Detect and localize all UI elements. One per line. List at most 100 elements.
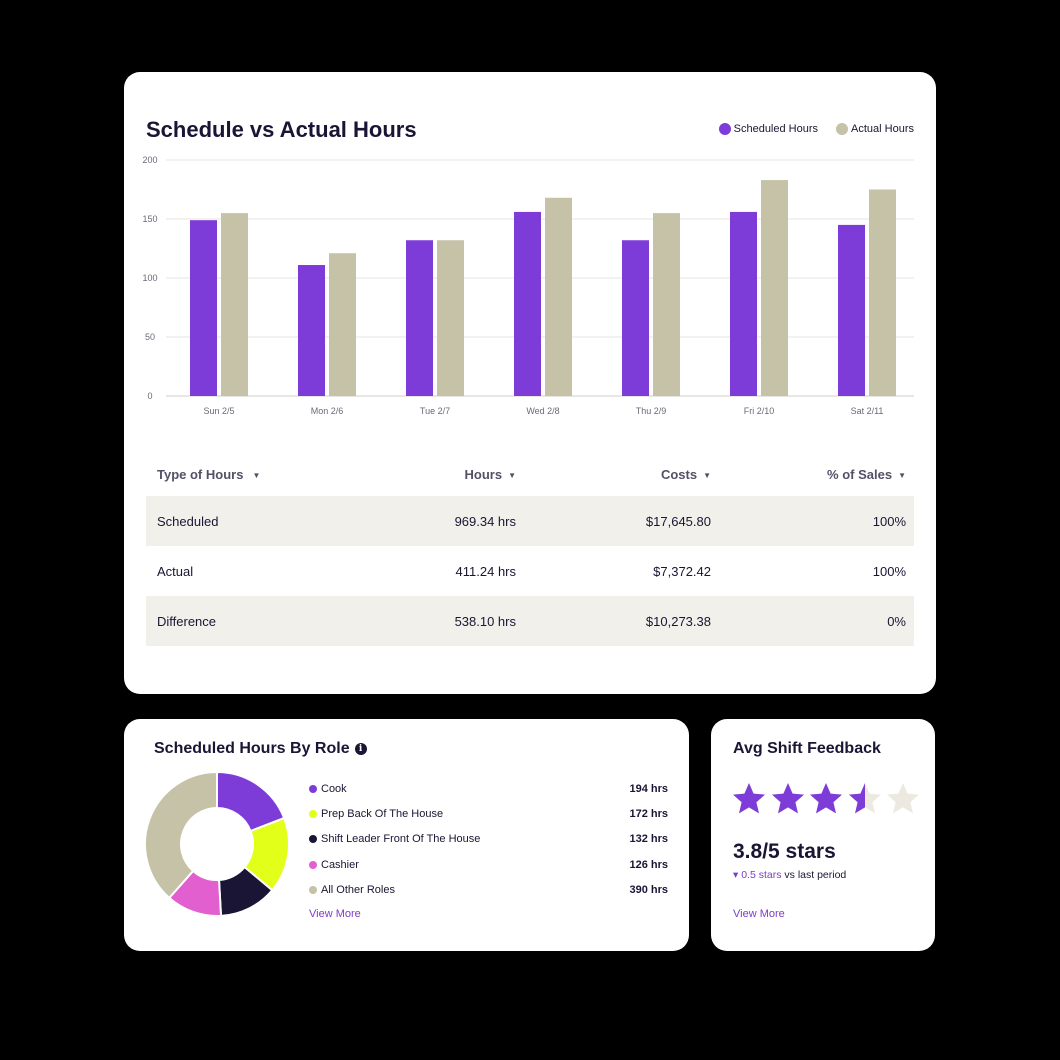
x-tick-label: Wed 2/8 <box>526 406 559 416</box>
list-item: Prep Back Of The House 172 hrs <box>309 801 668 826</box>
role-label: Cook <box>321 782 347 795</box>
table-row: Actual 411.24 hrs $7,372.42 100% <box>146 546 914 596</box>
legend-item-actual[interactable]: Actual Hours <box>836 123 914 135</box>
cell-type: Actual <box>157 563 194 579</box>
x-tick-label: Sat 2/11 <box>851 406 884 416</box>
role-label: Shift Leader Front Of The House <box>321 833 481 846</box>
bar-actual <box>437 240 464 396</box>
legend-label-scheduled: Scheduled Hours <box>733 123 819 135</box>
bar-scheduled <box>190 220 217 396</box>
info-icon[interactable]: i <box>354 743 367 755</box>
hours-table: Type of Hours ▼ Hours ▼ Costs ▼ % of Sales ▼… <box>146 452 914 646</box>
legend-label-actual: Actual Hours <box>851 123 914 135</box>
star-icon <box>887 783 919 814</box>
role-card-title-text: Scheduled Hours By Role <box>154 740 350 757</box>
cell-costs: $10,273.38 <box>645 613 711 629</box>
y-tick-label: 150 <box>142 214 157 224</box>
rating-delta: ▾ 0.5 stars vs last period <box>733 869 846 881</box>
star-fill <box>848 783 865 814</box>
x-tick-label: Thu 2/9 <box>636 406 667 416</box>
cell-type: Difference <box>157 613 217 629</box>
role-hours: 172 hrs <box>629 807 668 820</box>
role-hours: 390 hrs <box>629 883 668 896</box>
role-label: All Other Roles <box>321 883 395 896</box>
cell-costs: $17,645.80 <box>645 513 711 529</box>
legend-item-scheduled[interactable]: Scheduled Hours <box>718 123 819 135</box>
bar-actual <box>221 213 248 396</box>
bar-scheduled <box>514 211 541 396</box>
star-fill <box>810 783 842 814</box>
legend-dot-actual <box>836 123 849 135</box>
column-header-sales-label: % of Sales <box>827 466 893 482</box>
role-label: Cashier <box>321 858 359 871</box>
star-icon <box>771 783 804 814</box>
bar-actual <box>869 189 896 396</box>
bar-actual <box>329 253 356 396</box>
list-item: Shift Leader Front Of The House 132 hrs <box>309 827 668 852</box>
caret-down-icon: ▼ <box>898 470 906 480</box>
column-header-hours-label: Hours <box>464 466 503 482</box>
role-color-dot <box>309 885 317 894</box>
bar-scheduled <box>622 240 649 396</box>
column-header-type-label: Type of Hours <box>157 466 244 482</box>
x-tick-label: Mon 2/6 <box>311 406 344 416</box>
bar-scheduled <box>730 211 757 396</box>
column-header-costs[interactable]: Costs ▼ <box>516 467 711 482</box>
x-tick-label: Tue 2/7 <box>420 406 450 416</box>
hours-by-role-card: Scheduled Hours By Role i Cook 194 hrs P… <box>124 719 689 951</box>
column-header-hours[interactable]: Hours ▼ <box>376 467 516 482</box>
table-header: Type of Hours ▼ Hours ▼ Costs ▼ % of Sales ▼ <box>146 452 914 496</box>
role-hours: 194 hrs <box>629 782 668 795</box>
bar-scheduled <box>406 240 433 396</box>
cell-costs: $7,372.42 <box>653 563 711 579</box>
donut-slice <box>144 770 218 900</box>
list-item: Cook 194 hrs <box>309 776 668 801</box>
caret-down-icon: ▼ <box>508 470 516 480</box>
caret-down-icon: ▼ <box>703 470 711 480</box>
shift-feedback-card: Avg Shift Feedback 3.8/5 stars ▾ 0.5 sta… <box>711 719 935 951</box>
cell-sales: 100% <box>872 513 906 529</box>
chart-legend: Scheduled Hours Actual Hours <box>701 123 914 135</box>
role-view-more-link[interactable]: View More <box>309 908 361 920</box>
legend-dot-scheduled <box>718 123 731 135</box>
role-color-dot <box>309 784 317 793</box>
role-label: Prep Back Of The House <box>321 807 444 820</box>
column-header-costs-label: Costs <box>660 466 698 482</box>
cell-hours: 538.10 hrs <box>454 613 516 629</box>
column-header-type[interactable]: Type of Hours ▼ <box>146 467 376 482</box>
bar-actual <box>545 197 572 396</box>
schedule-vs-actual-card: 0 50 100 150 200 Sun 2/5 Mon 2/6 Tue 2/7 Wed 2/8… <box>124 72 936 694</box>
star-icon <box>848 783 881 814</box>
role-hours: 132 hrs <box>629 833 668 846</box>
star-fill <box>733 783 765 814</box>
list-item: All Other Roles 390 hrs <box>309 877 668 902</box>
delta-suffix: vs last period <box>784 869 847 881</box>
bar-scheduled <box>838 224 865 396</box>
cell-hours: 411.24 hrs <box>455 563 516 579</box>
cell-sales: 100% <box>872 563 906 579</box>
role-color-dot <box>309 835 317 844</box>
bar-scheduled <box>298 265 325 396</box>
feedback-card-title: Avg Shift Feedback <box>733 740 881 757</box>
star-empty <box>887 783 919 814</box>
column-header-sales[interactable]: % of Sales ▼ <box>711 467 906 482</box>
bar-actual <box>653 213 680 396</box>
star-icon <box>733 783 765 814</box>
feedback-view-more-link[interactable]: View More <box>733 908 785 920</box>
star-fill <box>771 783 804 814</box>
x-tick-label: Fri 2/10 <box>744 406 775 416</box>
x-tick-label: Sun 2/5 <box>203 406 234 416</box>
y-tick-label: 100 <box>142 273 157 283</box>
table-row: Scheduled 969.34 hrs $17,645.80 100% <box>146 496 914 546</box>
chart-title: Schedule vs Actual Hours <box>146 117 417 142</box>
role-card-title: Scheduled Hours By Role i <box>154 740 367 758</box>
rating-score: 3.8/5 stars <box>733 840 836 863</box>
role-color-dot <box>309 809 317 818</box>
role-list: Cook 194 hrs Prep Back Of The House 172 … <box>309 776 668 902</box>
bar-actual <box>761 180 788 396</box>
star-rating <box>731 781 924 815</box>
caret-down-icon: ▼ <box>252 470 261 480</box>
delta-down-icon: ▾ <box>733 869 739 881</box>
bar-chart: 0 50 100 150 200 Sun 2/5 Mon 2/6 Tue 2/7 Wed 2/8… <box>142 155 914 416</box>
table-row: Difference 538.10 hrs $10,273.38 0% <box>146 596 914 646</box>
